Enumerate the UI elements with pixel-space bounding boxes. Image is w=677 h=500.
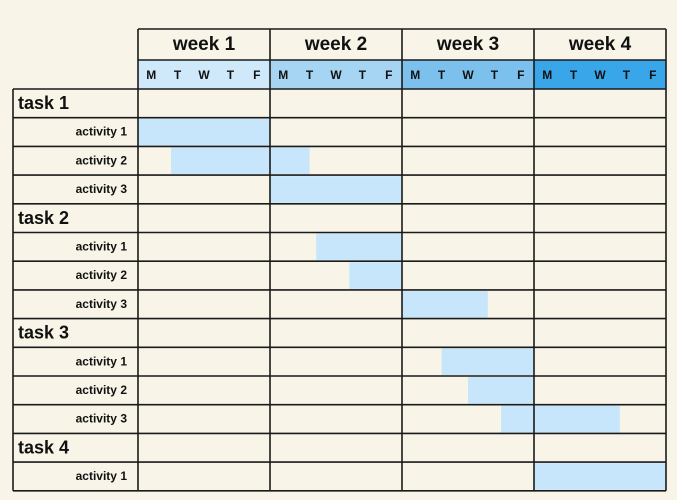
activity-label: activity 1	[76, 354, 128, 368]
day-label: F	[517, 68, 524, 82]
day-label: W	[198, 68, 210, 82]
day-label: T	[570, 68, 578, 82]
day-label: T	[359, 68, 367, 82]
activity-label: activity 2	[76, 383, 128, 397]
task-label: task 3	[18, 323, 69, 343]
day-label: T	[623, 68, 631, 82]
week-day-band	[402, 60, 534, 89]
activity-label: activity 1	[76, 125, 128, 139]
activity-label: activity 2	[76, 153, 128, 167]
week-day-band	[138, 60, 270, 89]
activity-bar	[138, 118, 270, 146]
activity-bar	[501, 405, 620, 433]
activity-label: activity 2	[76, 268, 128, 282]
day-label: W	[330, 68, 342, 82]
activity-label: activity 1	[76, 469, 128, 483]
task-label: task 2	[18, 208, 69, 228]
day-label: F	[253, 68, 260, 82]
week-day-band	[534, 60, 666, 89]
week-label: week 2	[304, 34, 367, 55]
activity-bar	[402, 290, 488, 318]
activity-bar	[316, 233, 402, 261]
grid-lines	[12, 28, 667, 492]
activity-bar	[270, 176, 402, 203]
day-label: M	[278, 68, 288, 82]
day-label: F	[649, 68, 656, 82]
activity-bar	[441, 348, 534, 375]
activity-bar	[468, 377, 534, 404]
activity-bar	[534, 463, 666, 490]
day-label: W	[462, 68, 474, 82]
activity-label: activity 1	[76, 240, 128, 254]
week-label: week 3	[436, 34, 499, 55]
week-day-band	[270, 60, 402, 89]
day-label: M	[542, 68, 552, 82]
day-label: T	[306, 68, 314, 82]
activity-bars	[138, 118, 666, 490]
week-label: week 1	[172, 34, 236, 55]
week-label: week 4	[568, 34, 632, 55]
day-label: T	[174, 68, 182, 82]
row-labels: task 1 activity 1 activity 2 activity 3 task…	[18, 93, 127, 483]
day-label: T	[491, 68, 499, 82]
activity-label: activity 3	[76, 412, 128, 426]
activity-label: activity 3	[76, 297, 128, 311]
day-label: W	[594, 68, 606, 82]
task-label: task 1	[18, 93, 69, 113]
activity-label: activity 3	[76, 182, 128, 196]
day-label: F	[385, 68, 392, 82]
day-label: T	[227, 68, 235, 82]
day-label: M	[146, 68, 156, 82]
activity-bar	[171, 147, 310, 175]
day-label: T	[438, 68, 446, 82]
day-label: M	[410, 68, 420, 82]
task-label: task 4	[18, 437, 69, 457]
activity-bar	[349, 262, 402, 289]
